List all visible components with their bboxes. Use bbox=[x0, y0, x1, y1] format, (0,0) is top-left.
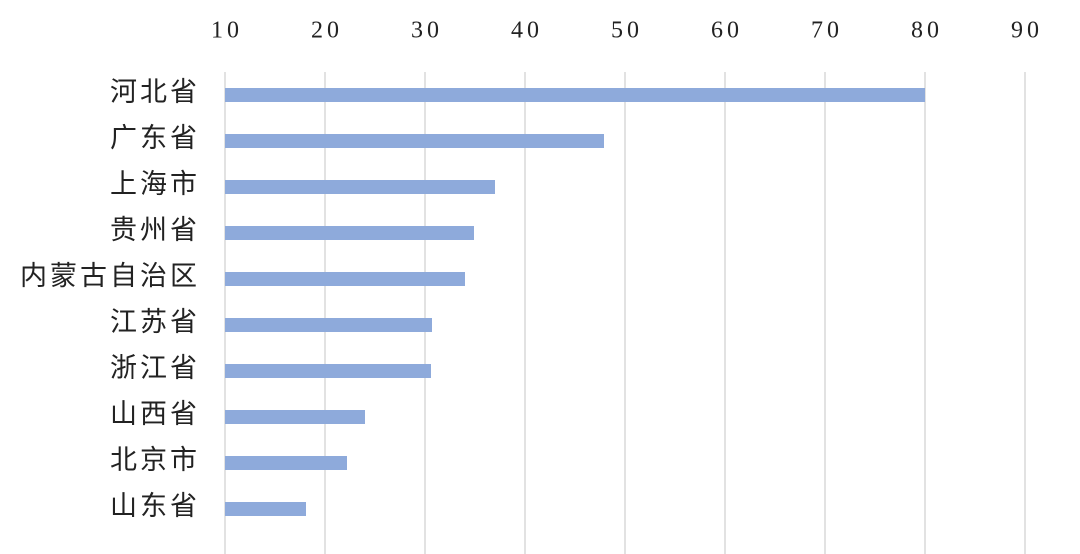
y-tick-label: 山西省 bbox=[110, 399, 200, 429]
x-tick-label: 40 bbox=[511, 18, 543, 44]
bar bbox=[225, 318, 432, 332]
y-tick-label: 广东省 bbox=[110, 123, 200, 153]
bar bbox=[225, 180, 495, 194]
bar bbox=[225, 272, 465, 286]
y-tick-label: 北京市 bbox=[110, 445, 200, 475]
y-tick-label: 上海市 bbox=[110, 169, 200, 199]
y-tick-label: 山东省 bbox=[110, 491, 200, 521]
x-tick-label: 20 bbox=[311, 18, 343, 44]
bar bbox=[225, 134, 604, 148]
bar bbox=[225, 502, 306, 516]
x-tick-label: 30 bbox=[411, 18, 443, 44]
y-tick-label: 贵州省 bbox=[110, 215, 200, 245]
bar bbox=[225, 364, 431, 378]
bar bbox=[225, 410, 365, 424]
bar bbox=[225, 226, 474, 240]
x-tick-label: 60 bbox=[711, 18, 743, 44]
y-tick-label: 内蒙古自治区 bbox=[20, 261, 200, 291]
x-tick-label: 80 bbox=[911, 18, 943, 44]
x-tick-label: 90 bbox=[1011, 18, 1043, 44]
x-tick-label: 10 bbox=[211, 18, 243, 44]
y-tick-label: 浙江省 bbox=[110, 353, 200, 383]
x-tick-label: 70 bbox=[811, 18, 843, 44]
y-tick-label: 江苏省 bbox=[110, 307, 200, 337]
x-tick-label: 50 bbox=[611, 18, 643, 44]
bar bbox=[225, 456, 347, 470]
bar bbox=[225, 88, 925, 102]
y-tick-label: 河北省 bbox=[110, 77, 200, 107]
